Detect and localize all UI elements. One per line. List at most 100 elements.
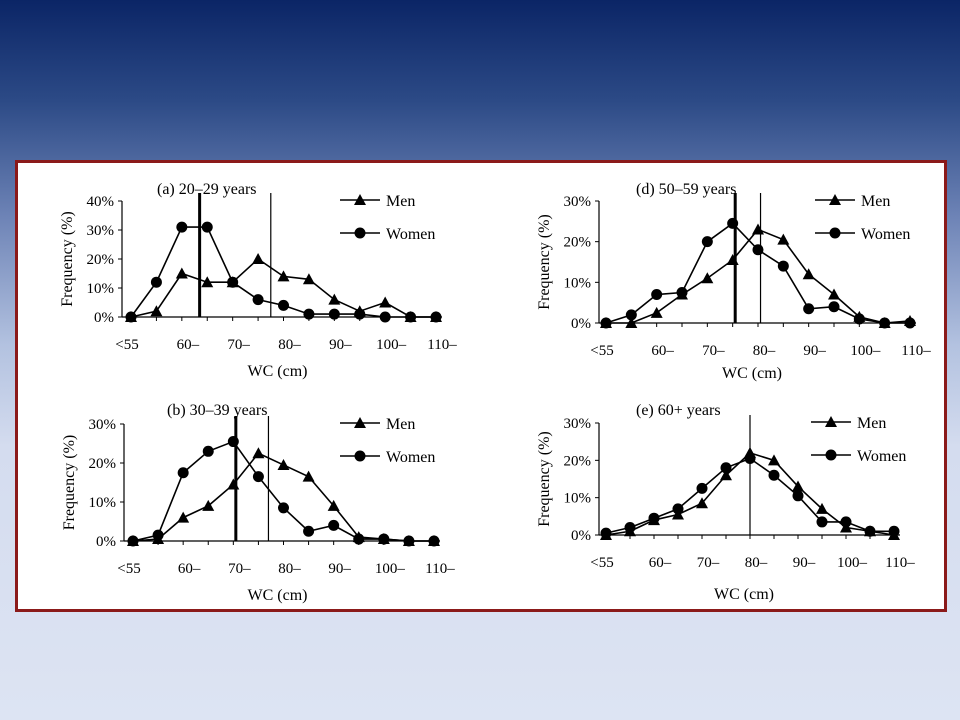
data-point-women [202,445,214,457]
y-tick-label: 20% [87,252,115,268]
x-tick-label: 70– [702,343,725,359]
data-point-women [405,311,417,323]
x-axis-label: WC (cm) [248,587,308,604]
legend-marker [354,194,366,205]
chart-panel-2: 0% 10% 20% 30% <55 60– 70– 80– 90– 100– 110– WC (cm… [61,402,455,604]
legend-label: Women [861,226,910,243]
data-point-women [600,317,612,329]
data-point-women [379,311,391,323]
chart-panel-4: 0% 10% 20% 30% <55 60– 70– 80– 90– 100– 110– WC (cm… [536,402,915,603]
data-point-women [127,535,139,547]
data-point-women [177,467,189,479]
data-point-women [744,452,756,464]
data-point-women [720,462,732,474]
legend-marker [829,194,841,205]
data-point-women [803,303,815,315]
data-point-men [816,502,828,514]
legend-label: Women [386,449,435,466]
x-tick-label: <55 [590,555,613,571]
legend-label: Women [857,448,906,465]
data-point-women [752,244,764,256]
data-point-men [701,272,714,284]
y-axis-label: Frequency (%) [61,435,78,531]
data-point-women [648,512,660,524]
y-tick-label: 30% [564,194,592,210]
chart-title: (e) 60+ years [636,402,721,419]
x-tick-label: 80– [278,561,301,577]
y-tick-label: 30% [89,417,117,433]
data-point-men [252,253,265,264]
chart-title: (a) 20–29 years [157,181,257,198]
data-point-women [278,502,289,514]
series-line-men [606,228,911,324]
data-point-women [328,519,340,531]
y-tick-label: 10% [87,281,115,297]
data-point-women [176,221,188,233]
chart-title: (b) 30–39 years [167,402,267,419]
legend-marker [829,227,841,239]
y-tick-label: 0% [94,310,114,326]
data-point-women [354,308,366,320]
y-axis-label: Frequency (%) [59,211,76,307]
data-point-women [227,276,239,288]
data-point-women [303,525,315,537]
data-point-women [403,535,415,547]
x-tick-label: 90– [803,343,826,359]
data-point-women [676,287,688,298]
data-point-women [672,503,684,515]
x-tick-label: <55 [117,561,140,577]
data-point-women [853,313,865,325]
data-point-women [430,311,442,323]
x-tick-label: 80– [745,555,768,571]
data-point-men [625,317,638,328]
chart-panel-3: 0% 10% 20% 30% <55 60– 70– 80– 90– 100– 110– WC (cm… [536,181,931,382]
data-point-women [840,516,852,528]
data-point-men [227,478,240,490]
x-tick-label: 110– [427,337,457,353]
data-point-men [768,454,780,466]
data-point-women [201,221,213,233]
data-point-women [227,436,239,448]
legend-marker [354,450,366,462]
x-tick-label: 80– [278,337,301,353]
x-tick-label: 70– [697,555,720,571]
data-point-men [175,267,188,279]
x-tick-label: 60– [178,561,201,577]
x-tick-label: 60– [649,555,672,571]
x-tick-label: 70– [227,337,250,353]
data-point-women [152,529,164,541]
data-point-women [879,317,891,329]
x-tick-label: 90– [793,555,816,571]
legend-label: Women [386,226,435,243]
data-point-men [777,233,790,245]
data-point-men [177,511,190,523]
data-point-women [828,301,840,313]
data-point-women [303,308,315,320]
legend-marker [354,417,366,428]
y-tick-label: 0% [571,528,591,544]
data-point-women [328,308,340,320]
data-point-women [816,516,828,528]
data-point-women [353,533,365,545]
x-tick-label: 100– [850,343,881,359]
x-tick-label: 60– [651,343,674,359]
y-tick-label: 20% [564,453,592,469]
data-point-women [888,525,900,537]
x-axis-label: WC (cm) [714,586,774,603]
x-tick-label: 70– [228,561,251,577]
x-axis-label: WC (cm) [722,365,782,382]
y-tick-label: 20% [89,456,117,472]
data-point-women [777,260,789,272]
x-tick-label: 90– [329,337,352,353]
y-tick-label: 10% [564,275,592,291]
data-point-men [792,480,804,492]
x-tick-label: 110– [885,555,915,571]
data-point-women [651,289,663,301]
y-tick-label: 20% [564,235,592,251]
y-tick-label: 0% [571,316,591,332]
data-point-men [379,296,392,308]
data-point-men [720,469,732,481]
data-point-men [726,253,739,265]
x-tick-label: 110– [901,343,931,359]
y-tick-label: 0% [96,534,116,550]
